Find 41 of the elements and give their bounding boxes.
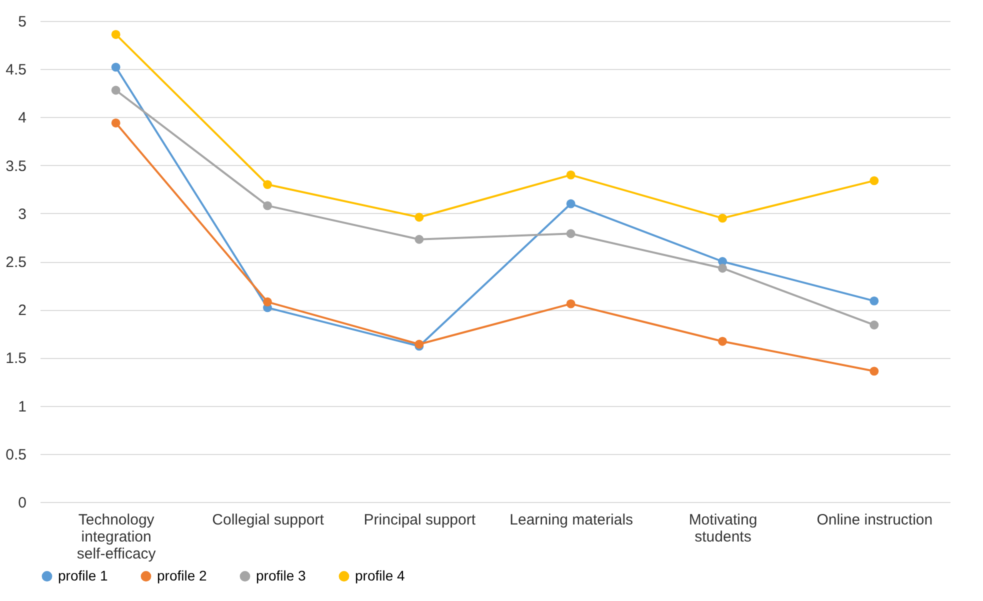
y-tick-label: 2	[18, 302, 26, 320]
x-tick-label: Principal support	[364, 512, 476, 528]
point	[718, 214, 727, 223]
legend-label: profile 2	[157, 567, 208, 584]
point	[718, 336, 727, 346]
point	[566, 229, 576, 238]
y-tick-label: 3.5	[6, 158, 26, 175]
point	[111, 62, 120, 72]
point	[870, 366, 879, 376]
y-tick-label: 1.5	[6, 350, 26, 368]
legend-label: profile 4	[355, 567, 406, 584]
point	[414, 234, 424, 244]
point	[263, 297, 272, 306]
point	[566, 299, 576, 308]
point	[718, 264, 727, 273]
point	[111, 118, 120, 128]
x-tick-label: Technology integration self-efficacy	[76, 512, 156, 562]
point	[566, 170, 576, 180]
point	[263, 201, 272, 210]
x-tick-label: Collegial support	[212, 512, 325, 528]
x-tick-label: Learning materials	[510, 512, 634, 528]
y-tick-label: 5	[18, 14, 26, 30]
legend-label: profile 1	[58, 567, 108, 584]
point	[870, 320, 879, 330]
y-tick-label: 4.5	[6, 62, 26, 79]
point	[263, 180, 272, 190]
point	[414, 212, 424, 222]
y-tick-label: 0.5	[6, 446, 26, 464]
y-tick-label: 1	[18, 398, 26, 416]
y-tick-label: 4	[18, 110, 26, 127]
point	[566, 199, 576, 208]
y-tick-label: 2.5	[6, 254, 26, 271]
legend-label: profile 3	[256, 567, 306, 584]
point	[870, 296, 879, 306]
y-tick-label: 3	[18, 206, 26, 223]
y-tick-label: 0	[18, 494, 26, 512]
x-tick-label: Online instruction	[816, 512, 933, 528]
point	[111, 30, 120, 39]
point	[870, 176, 879, 186]
x-tick-label: Motivating students	[688, 512, 758, 546]
point	[111, 86, 120, 95]
